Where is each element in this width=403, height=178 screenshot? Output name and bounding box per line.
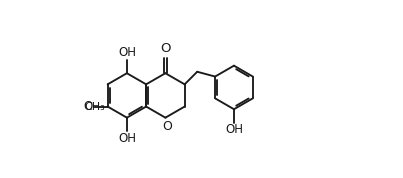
- Text: O: O: [160, 42, 170, 55]
- Text: OH: OH: [118, 46, 136, 59]
- Text: O: O: [162, 119, 172, 133]
- Text: O: O: [83, 100, 93, 113]
- Text: OH: OH: [118, 132, 136, 145]
- Text: OH: OH: [225, 123, 243, 136]
- Text: CH₃: CH₃: [84, 102, 105, 112]
